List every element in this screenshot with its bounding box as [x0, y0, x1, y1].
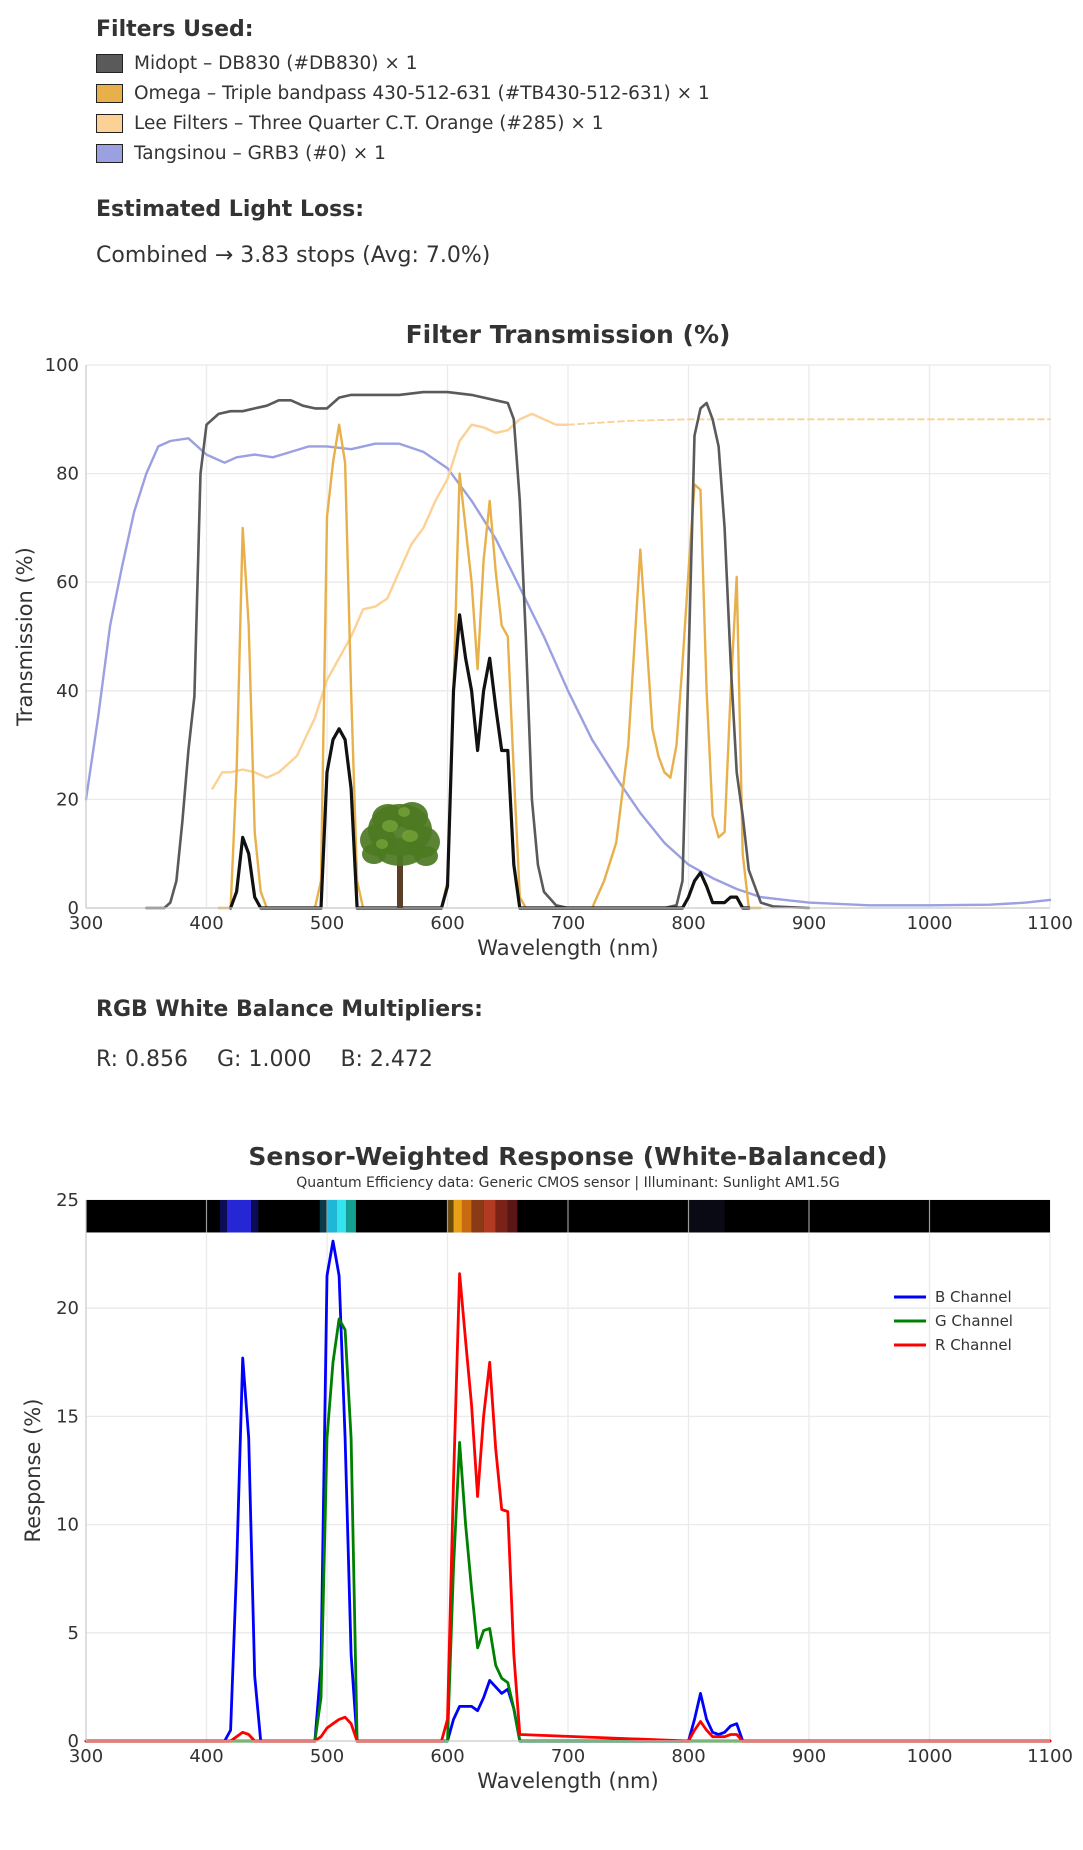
light-loss-text: Combined → 3.83 stops (Avg: 7.0%): [96, 243, 491, 268]
x-tick-label: 600: [430, 1746, 464, 1767]
y-axis-label: Response (%): [21, 1399, 45, 1543]
series-line: [229, 613, 751, 910]
y-tick-label: 80: [56, 464, 79, 485]
x-tick-label: 700: [551, 913, 585, 934]
series-line: [84, 1272, 1052, 1743]
x-tick-label: 1000: [907, 913, 953, 934]
chart-title: Sensor-Weighted Response (White-Balanced…: [248, 1142, 887, 1171]
filter-label: Omega – Triple bandpass 430-512-631 (#TB…: [134, 82, 710, 104]
y-axis-label: Transmission (%): [13, 547, 37, 727]
chart-subtitle: Quantum Efficiency data: Generic CMOS se…: [296, 1175, 840, 1191]
filter-swatch: [96, 53, 123, 73]
x-tick-label: 500: [310, 1746, 344, 1767]
tree-highlight: [398, 807, 410, 817]
spectrum-band: [453, 1200, 462, 1233]
tree-highlight: [376, 839, 388, 849]
x-tick-label: 300: [69, 913, 103, 934]
sensor-response-chart: 300 400 500 600 700 800 900 1000 1100 0 5 10 15 20 25 S…: [21, 1142, 1073, 1793]
x-tick-label: 600: [430, 913, 464, 934]
series-line: [145, 390, 811, 910]
series-line: [567, 418, 1051, 426]
spectrum-band: [251, 1200, 259, 1233]
tree-highlight: [382, 820, 398, 832]
x-axis-label: Wavelength (nm): [477, 936, 658, 960]
x-tick-label: 400: [189, 1746, 223, 1767]
spectrum-band: [226, 1200, 252, 1233]
light-loss-title: Estimated Light Loss:: [96, 197, 365, 222]
spectrum-band: [336, 1200, 347, 1233]
x-tick-label: 900: [792, 1746, 826, 1767]
filter-swatch: [96, 83, 123, 103]
tree-image: [360, 802, 440, 908]
tree-foliage: [414, 846, 438, 866]
y-tick-label: 5: [68, 1623, 79, 1644]
spectrum-band: [688, 1200, 725, 1233]
y-tick-label: 10: [56, 1515, 79, 1536]
filter-item-midopt: Midopt – DB830 (#DB830) × 1: [96, 48, 710, 78]
spectrum-band: [346, 1200, 356, 1233]
filter-item-lee: Lee Filters – Three Quarter C.T. Orange …: [96, 108, 710, 138]
y-tick-label: 20: [56, 1298, 79, 1319]
filter-label: Lee Filters – Three Quarter C.T. Orange …: [134, 112, 604, 134]
series-line: [84, 1317, 1052, 1743]
legend-label: R Channel: [935, 1336, 1012, 1354]
x-tick-label: 1100: [1027, 1746, 1073, 1767]
filter-swatch: [96, 113, 123, 133]
spectrum-band: [219, 1200, 227, 1233]
spectrum-band: [461, 1200, 472, 1233]
chart-title: Filter Transmission (%): [406, 320, 731, 349]
spectrum-band: [507, 1200, 518, 1233]
filter-swatch: [96, 143, 123, 163]
filter-item-omega: Omega – Triple bandpass 430-512-631 (#TB…: [96, 78, 710, 108]
white-balance-title: RGB White Balance Multipliers:: [96, 997, 483, 1022]
filter-label: Tangsinou – GRB3 (#0) × 1: [134, 142, 386, 164]
x-tick-label: 300: [69, 1746, 103, 1767]
x-tick-label: 900: [792, 913, 826, 934]
spectrum-band: [319, 1200, 327, 1233]
series-line: [84, 1239, 1052, 1743]
x-tick-label: 500: [310, 913, 344, 934]
legend-label: B Channel: [935, 1288, 1012, 1306]
y-tick-label: 100: [45, 355, 79, 376]
y-tick-label: 0: [68, 1731, 79, 1752]
y-tick-label: 25: [56, 1190, 79, 1211]
wb-green-value: G: 1.000: [217, 1047, 312, 1072]
y-tick-label: 0: [68, 898, 79, 919]
spectrum-band: [447, 1200, 454, 1233]
white-balance-values: R: 0.856 G: 1.000 B: 2.472: [96, 1047, 455, 1072]
filters-used-title: Filters Used:: [96, 17, 254, 42]
x-tick-label: 800: [671, 1746, 705, 1767]
tree-trunk: [397, 848, 403, 908]
spectrum-band: [327, 1200, 337, 1233]
x-tick-label: 400: [189, 913, 223, 934]
series-line: [84, 437, 1052, 907]
spectrum-band: [495, 1200, 508, 1233]
wb-red-value: R: 0.856: [96, 1047, 188, 1072]
series-line: [211, 412, 570, 790]
filter-list: Midopt – DB830 (#DB830) × 1 Omega – Trip…: [96, 48, 710, 168]
filter-transmission-chart: 300 400 500 600 700 800 900 1000 1100 0 20 40 60 80 10…: [13, 320, 1073, 960]
x-tick-label: 700: [551, 1746, 585, 1767]
filter-label: Midopt – DB830 (#DB830) × 1: [134, 52, 418, 74]
x-tick-label: 1000: [907, 1746, 953, 1767]
tree-foliage: [362, 844, 386, 864]
spectrum-band: [471, 1200, 484, 1233]
y-tick-label: 20: [56, 789, 79, 810]
legend-label: G Channel: [935, 1312, 1013, 1330]
x-tick-label: 800: [671, 913, 705, 934]
wb-blue-value: B: 2.472: [340, 1047, 433, 1072]
filter-item-tangsinou: Tangsinou – GRB3 (#0) × 1: [96, 138, 710, 168]
y-tick-label: 40: [56, 681, 79, 702]
spectrum-band: [483, 1200, 496, 1233]
x-axis-label: Wavelength (nm): [477, 1769, 658, 1793]
tree-highlight: [402, 830, 418, 842]
x-tick-label: 1100: [1027, 913, 1073, 934]
y-tick-label: 60: [56, 572, 79, 593]
y-tick-label: 15: [56, 1406, 79, 1427]
tree-foliage: [376, 838, 424, 866]
series-line: [217, 423, 762, 910]
